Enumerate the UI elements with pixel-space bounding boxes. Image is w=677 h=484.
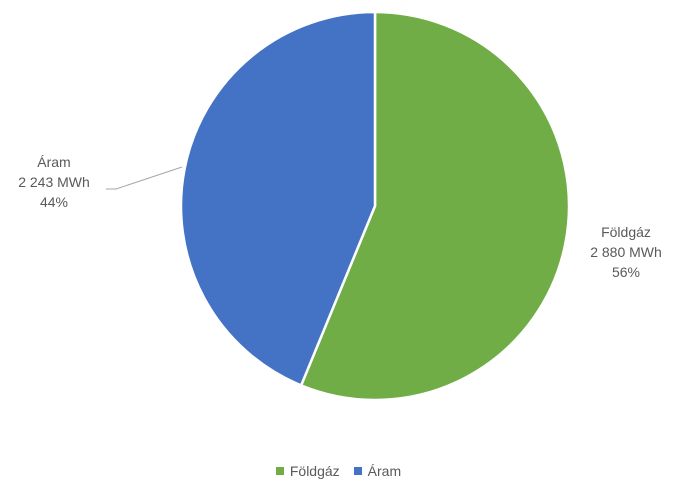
data-label-foldgaz-percent: 56%	[611, 264, 641, 280]
pie-slices	[179, 10, 571, 402]
legend-label-aram: Áram	[367, 463, 402, 479]
legend-item-aram[interactable]: Áram	[353, 462, 402, 480]
legend-swatch-foldgaz	[275, 467, 284, 475]
data-label-aram-value: 2 243 MWh	[18, 174, 90, 190]
legend: Földgáz Áram	[0, 462, 677, 480]
data-label-foldgaz-name: Földgáz	[601, 224, 651, 240]
legend-swatch-aram	[353, 467, 362, 475]
data-label-foldgaz: Földgáz 2 880 MWh 56%	[578, 222, 674, 282]
leader-line-aram	[106, 166, 183, 190]
data-label-foldgaz-value: 2 880 MWh	[590, 244, 662, 260]
data-label-aram-percent: 44%	[39, 194, 69, 210]
pie-slice-aram[interactable]	[179, 10, 377, 388]
legend-item-foldgaz[interactable]: Földgáz	[275, 462, 340, 480]
legend-label-foldgaz: Földgáz	[289, 463, 340, 479]
data-label-aram: Áram 2 243 MWh 44%	[6, 152, 102, 212]
pie-slice-foldgaz[interactable]	[299, 10, 571, 402]
data-label-aram-name: Áram	[37, 154, 71, 170]
